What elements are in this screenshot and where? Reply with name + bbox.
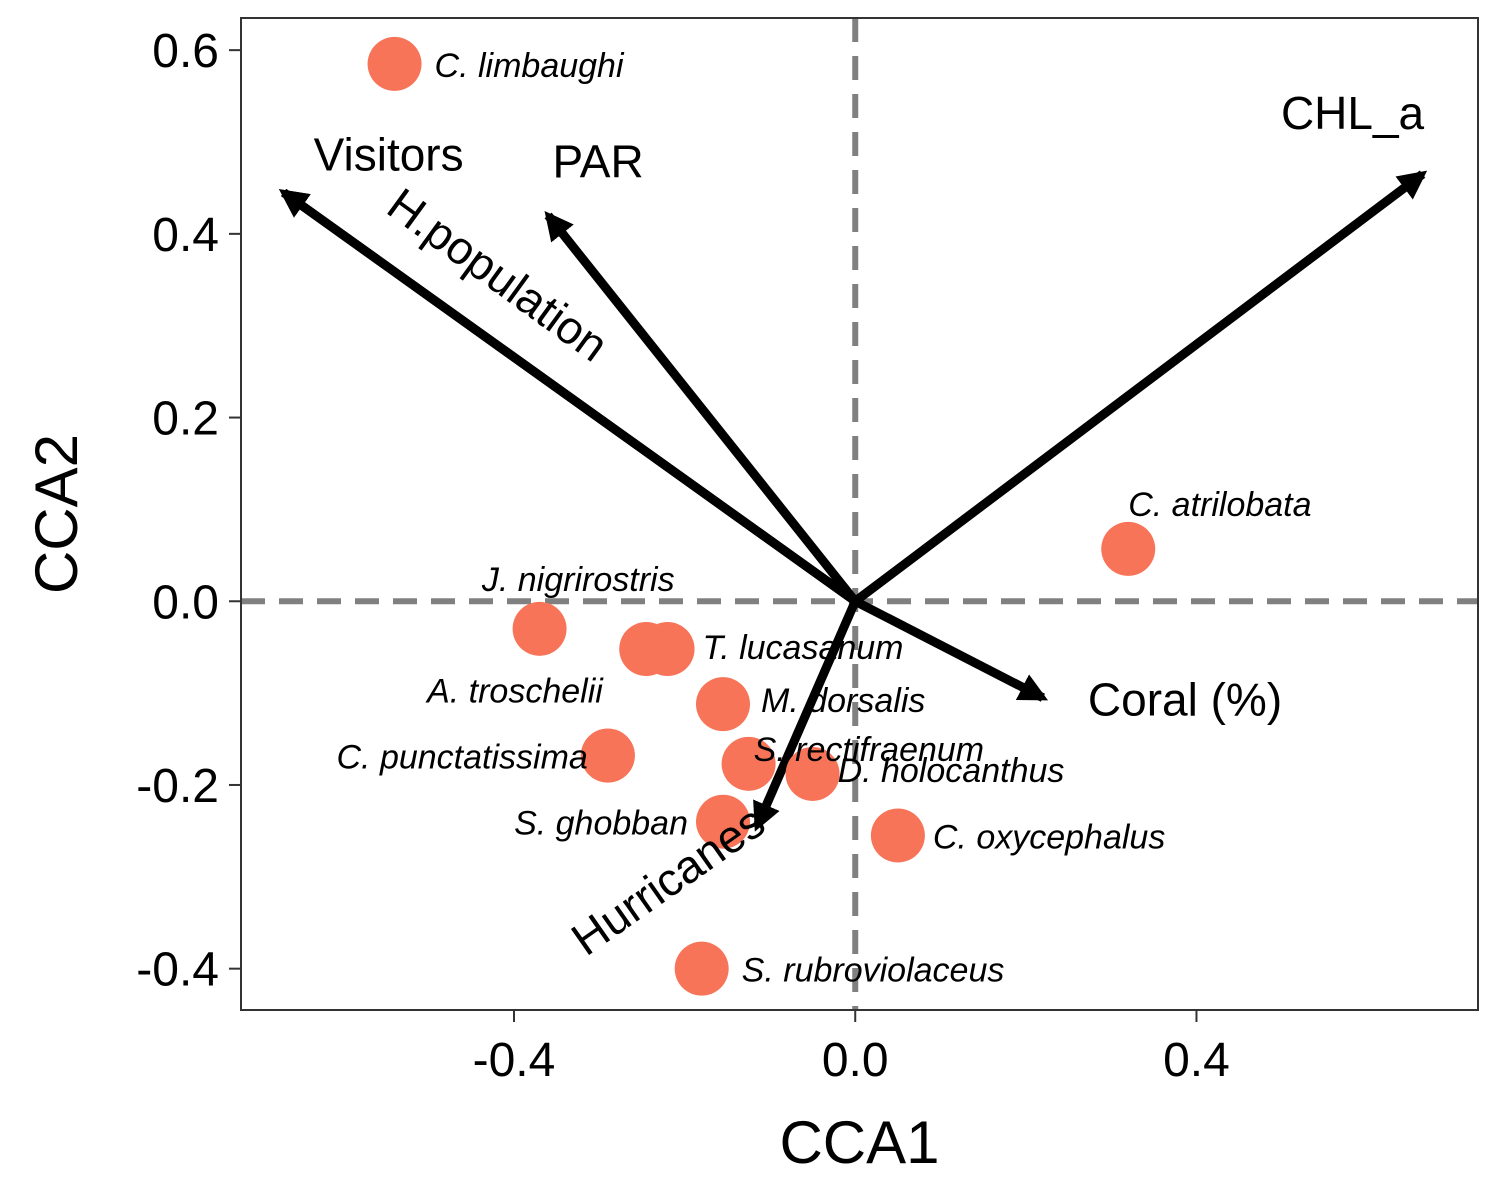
env-arrow [852, 170, 1428, 605]
x-axis-title: CCA1 [779, 1109, 939, 1176]
species-label: C. atrilobata [1128, 486, 1311, 524]
axes: -0.4 0.0 0.4 -0.4 -0.2 0.0 0.2 0.4 0.6 [136, 25, 1230, 1087]
species-point [1101, 521, 1156, 576]
y-tick-label: -0.2 [136, 760, 219, 813]
env-vector-label: PAR [553, 135, 644, 187]
species-label: C. punctatissima [337, 739, 588, 777]
env-arrow [753, 599, 860, 832]
panel-border [240, 17, 1479, 1011]
y-axis-title: CCA2 [23, 434, 90, 594]
species-point [674, 941, 729, 996]
species-point [696, 677, 751, 732]
env-arrow [853, 597, 1049, 702]
x-tick-label: -0.4 [473, 1034, 556, 1087]
species-point [367, 36, 422, 91]
y-tick-label: 0.2 [152, 393, 219, 446]
env-vector-label: Visitors [314, 129, 464, 181]
species-point [580, 728, 635, 783]
x-tick-label: 0.0 [822, 1034, 889, 1087]
species-label: T. lucasanum [703, 629, 904, 667]
species-point [870, 808, 925, 863]
species-label: M. dorsalis [761, 682, 925, 720]
species-label: C. oxycephalus [933, 818, 1165, 856]
species-label: S. rubroviolaceus [742, 952, 1005, 990]
env-arrow [544, 210, 859, 605]
species-label: S. ghobban [514, 805, 688, 843]
y-tick-label: -0.4 [136, 944, 219, 997]
species-point [512, 601, 567, 656]
y-tick-label: 0.0 [152, 576, 219, 629]
species-label: S. rectifraenum [754, 731, 985, 769]
x-tick-label: 0.4 [1163, 1034, 1230, 1087]
species-label: D. holocanthus [838, 752, 1065, 790]
y-tick-label: 0.6 [152, 25, 219, 78]
species-points [367, 36, 1156, 996]
species-label: C. limbaughi [435, 47, 625, 85]
species-point [721, 736, 776, 791]
species-point [696, 794, 751, 849]
plot-labels: C. limbaughi C. atrilobata J. nigrirostris… [314, 47, 1425, 990]
env-vector-label: CHL_a [1281, 87, 1425, 139]
y-tick-label: 0.4 [152, 209, 219, 262]
env-arrow [278, 188, 858, 605]
species-label: A. troschelii [425, 673, 604, 711]
species-point [785, 746, 840, 801]
species-point [640, 622, 695, 677]
env-vector-label: Coral (%) [1088, 674, 1282, 726]
species-label: J. nigrirostris [481, 561, 675, 599]
environment-arrows [278, 170, 1428, 832]
